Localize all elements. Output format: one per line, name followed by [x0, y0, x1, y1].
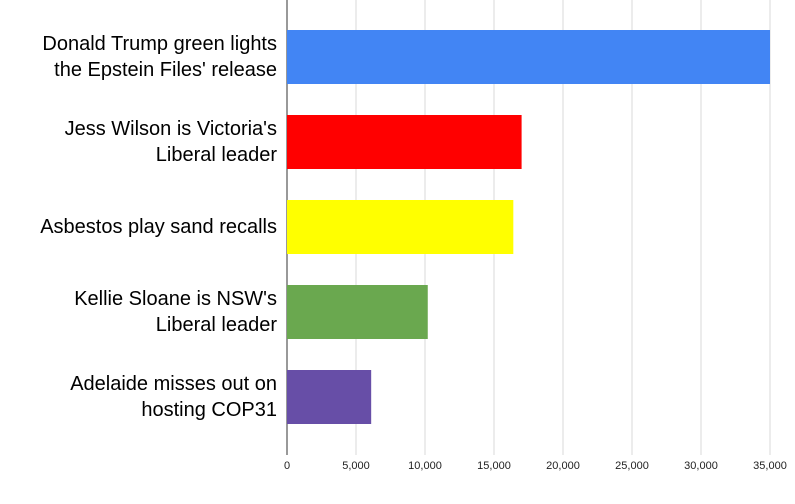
category-label: Adelaide misses out on hosting COP31 [70, 373, 277, 421]
x-tick-label: 15,000 [477, 460, 511, 472]
x-tick-label: 5,000 [342, 460, 370, 472]
x-tick-label: 30,000 [684, 460, 718, 472]
bar [287, 115, 522, 169]
bar [287, 200, 514, 254]
bar [287, 370, 372, 424]
category-label: Jess Wilson is Victoria's Liberal leader [64, 118, 277, 166]
bar [287, 285, 428, 339]
category-label: Kellie Sloane is NSW's Liberal leader [74, 288, 277, 336]
x-tick-label: 25,000 [615, 460, 649, 472]
x-tick-label: 10,000 [408, 460, 442, 472]
x-tick-label: 0 [284, 460, 290, 472]
x-tick-label: 20,000 [546, 460, 580, 472]
bar [287, 30, 770, 84]
category-label: Asbestos play sand recalls [40, 216, 277, 238]
category-label: Donald Trump green lights the Epstein Fi… [42, 33, 277, 81]
x-tick-label: 35,000 [753, 460, 787, 472]
